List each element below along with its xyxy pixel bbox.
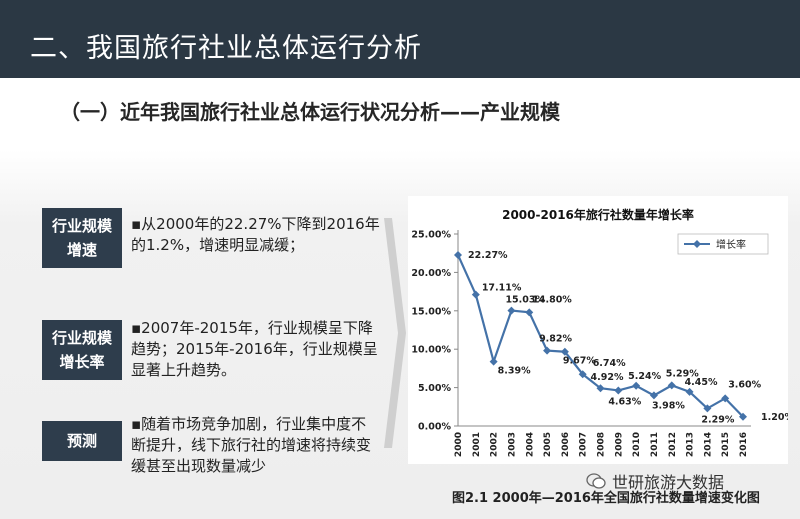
x-tick-label: 2007 [579,432,589,457]
data-point-marker [685,387,694,396]
y-tick-label: 10.00% [411,345,451,356]
x-tick-label: 2004 [525,432,535,457]
data-label: 6.74% [593,358,626,369]
data-point-marker [489,357,498,366]
data-point-marker [471,290,480,299]
x-tick-label: 2003 [507,432,517,457]
label-line: 预测 [66,432,97,450]
x-tick-label: 2006 [561,432,571,457]
section-subtitle: （一）近年我国旅行社业总体运行状况分析——产业规模 [60,100,560,124]
label-line: 增长率 [59,353,105,371]
x-tick-label: 2011 [650,432,660,457]
data-label: 2.29% [701,414,734,425]
data-label: 4.45% [685,377,718,388]
data-label: 5.29% [666,368,699,379]
label-line: 行业规模 [51,329,112,347]
data-point-marker [632,381,641,390]
x-tick-label: 2012 [668,432,678,457]
chart-title: 2000-2016年旅行社数量年增长率 [502,208,694,222]
data-label: 8.39% [498,366,531,377]
data-label: 9.67% [563,356,596,367]
label-line: 行业规模 [51,217,112,235]
chevron-arrow-icon [384,218,406,448]
data-label: 14.80% [532,294,572,305]
data-point-marker [578,370,587,379]
header-title: 二、我国旅行社业总体运行分析 [30,33,422,64]
label-scale-growth: 行业规模 增长率 [42,320,122,380]
y-tick-label: 0.00% [418,422,451,433]
data-point-marker [739,412,747,421]
wechat-icon [586,473,606,489]
data-label: 3.60% [728,379,761,390]
y-tick-label: 15.00% [411,306,451,317]
x-tick-label: 2010 [632,432,642,457]
data-point-marker [649,391,658,400]
x-tick-label: 2005 [543,432,553,457]
header-bar: 二、我国旅行社业总体运行分析 [0,0,800,78]
watermark-text: 世研旅游大数据 [612,473,725,492]
x-tick-label: 2013 [686,432,696,457]
legend-label: 增长率 [716,238,746,251]
x-tick-label: 2009 [614,432,624,457]
data-point-marker [721,394,730,403]
growth-rate-chart: 0.00% 5.00% 10.00% 15.00% 20.00% 25.00% 2000 20… [411,230,788,458]
x-tick-label: 2008 [597,432,607,457]
data-point-marker [454,250,462,259]
desc-forecast: ▪随着市场竞争加剧，行业集中度不断提升，线下旅行社的增速将持续变缓甚至出现数量减… [131,415,372,475]
desc-scale-growth: ▪2007年-2015年，行业规模呈下降趋势；2015年-2016年，行业规模呈… [131,319,378,379]
legend-box [677,233,769,255]
figure-caption: 图2.1 2000年—2016年全国旅行社数量增速变化图 [452,491,760,506]
data-label: 22.27% [468,250,508,261]
data-point-marker [543,346,552,355]
y-tick-label: 20.00% [411,268,451,279]
data-point-marker [703,404,712,413]
desc-scale-speed: ▪从2000年的22.27%下降到2016年的1.2%，增速明显减缓； [131,215,380,254]
data-point-marker [560,347,569,356]
y-tick-label: 5.00% [418,383,451,394]
chart-container: 2000-2016年旅行社数量年增长率 0.00% 5.00% 10.00% 15.0… [408,196,788,464]
data-label: 9.82% [539,334,572,345]
x-tick-label: 2000 [454,432,464,457]
legend-marker [693,240,701,248]
x-tick-label: 2014 [703,432,713,457]
label-forecast: 预测 [42,421,122,461]
x-tick-label: 2001 [472,432,482,457]
data-label: 4.92% [591,372,624,383]
data-point-marker [507,306,516,315]
data-label: 15.03% [505,295,545,306]
x-tick-label: 2016 [739,432,749,457]
data-label: 3.98% [652,400,685,411]
data-point-marker [614,386,623,395]
data-point-marker [667,381,676,390]
series-line-growth-rate [456,254,744,418]
x-tick-label: 2015 [721,432,731,457]
label-line: 增速 [66,241,97,259]
x-tick-label: 2002 [490,432,500,457]
data-label: 4.63% [608,396,641,407]
label-scale-speed: 行业规模 增速 [42,208,122,268]
data-label: 5.24% [628,371,661,382]
data-point-marker [596,384,605,393]
data-point-marker [525,308,534,317]
data-label: 1.20% [761,412,788,423]
y-tick-label: 25.00% [411,230,451,241]
data-label: 17.11% [482,283,522,294]
